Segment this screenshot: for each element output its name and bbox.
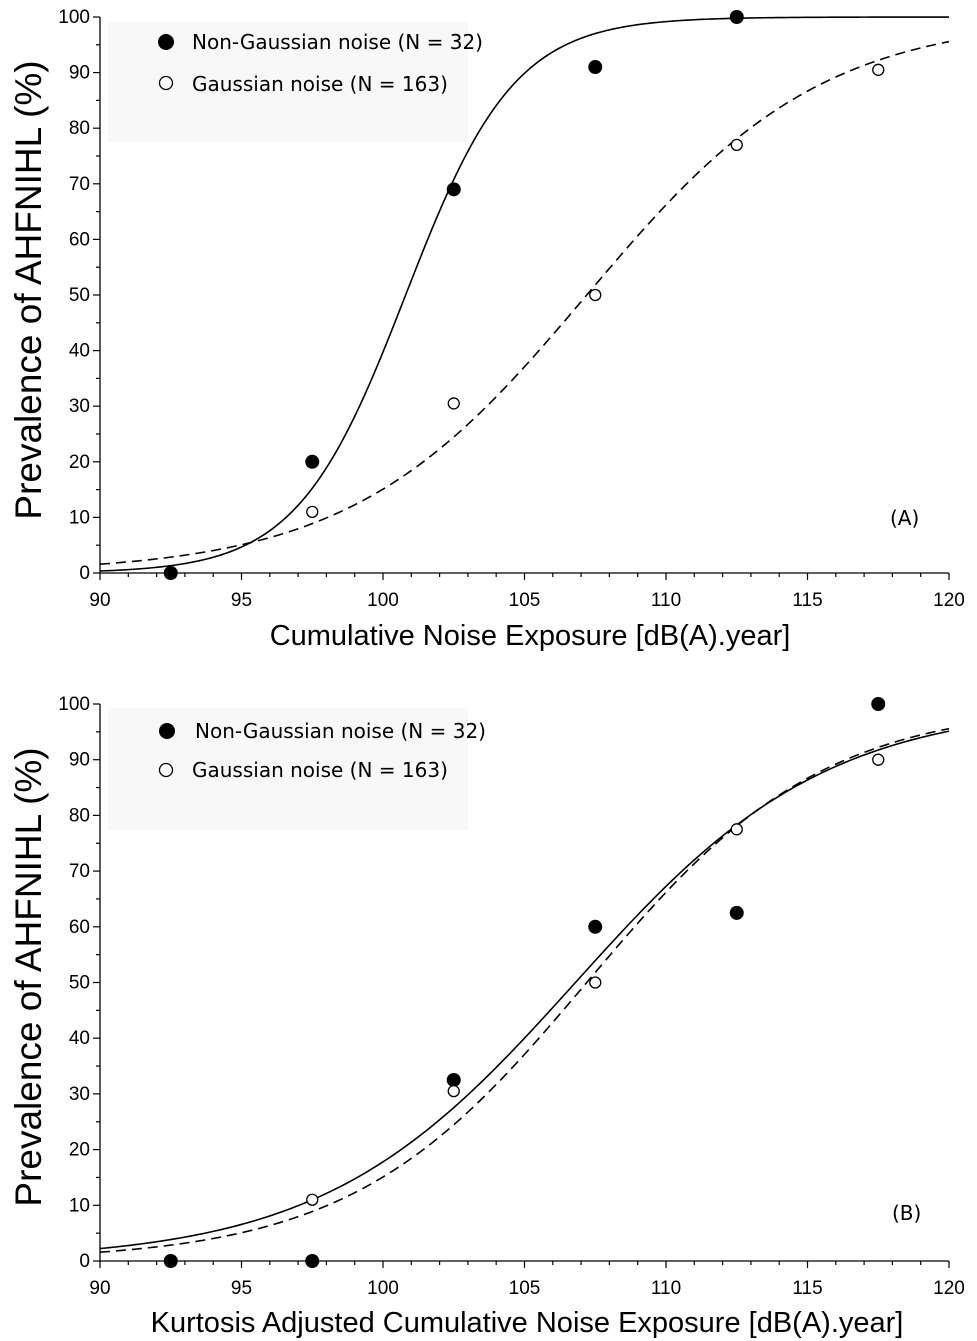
x-tick-label: 95: [231, 1278, 252, 1299]
x-tick-label: 100: [367, 1278, 399, 1299]
x-tick-label: 105: [509, 1278, 541, 1299]
y-tick-label: 100: [58, 694, 90, 715]
axes: 0 10 20 30 40 50 60 70 80 90 100 90 95 100 105 110 115 12…: [58, 694, 965, 1299]
data-point-non-gaussian: [163, 566, 178, 580]
legend-marker-non-gaussian: [159, 723, 175, 739]
fit-curves: [99, 727, 950, 1253]
axes: 0 10 20 30 40 50 60 70 80 90 100 90 95 100 105 110 115 12…: [58, 7, 965, 611]
fit-curve-non-gaussian: [99, 730, 950, 1250]
y-tick-label: 60: [69, 917, 90, 938]
chart-panel-b: 0 10 20 30 40 50 60 70 80 90 100 90 95 100 105 110 115 12…: [8, 694, 965, 1339]
data-point-non-gaussian: [305, 454, 320, 469]
x-tick-label: 115: [792, 590, 822, 611]
data-point-gaussian: [730, 823, 743, 836]
panel-label: (A): [890, 506, 919, 530]
x-axis-title: Kurtosis Adjusted Cumulative Noise Expos…: [151, 1307, 904, 1339]
y-tick-label: 90: [69, 750, 90, 771]
data-point-non-gaussian: [163, 1254, 178, 1268]
data-point-gaussian: [589, 288, 602, 302]
data-point-non-gaussian: [729, 905, 744, 920]
y-tick-label: 50: [69, 285, 90, 306]
y-tick-label: 80: [69, 118, 90, 139]
data-point-gaussian: [589, 976, 602, 989]
legend-marker-gaussian: [158, 762, 174, 778]
y-tick-label: 50: [69, 973, 90, 994]
legend-label-non-gaussian: Non-Gaussian noise (N = 32): [192, 30, 483, 54]
data-point-non-gaussian: [588, 919, 603, 934]
x-tick-label: 100: [367, 590, 399, 611]
data-point-gaussian: [306, 1193, 319, 1206]
y-tick-label: 40: [69, 341, 90, 362]
chart-panel-a: 0 10 20 30 40 50 60 70 80 90 100 90 95 100 105 110 115 12…: [8, 7, 965, 652]
y-tick-label: 70: [69, 174, 90, 195]
data-point-gaussian: [447, 397, 460, 410]
x-tick-label: 110: [651, 590, 681, 611]
fit-curve-non-gaussian: [99, 16, 949, 572]
x-axis-title: Cumulative Noise Exposure [dB(A).year]: [270, 620, 791, 652]
legend-marker-non-gaussian: [158, 34, 174, 50]
legend-label-non-gaussian: Non-Gaussian noise (N = 32): [195, 719, 486, 743]
x-tick-label: 90: [89, 1278, 110, 1299]
legend: Non-Gaussian noise (N = 32) Gaussian noi…: [158, 719, 486, 782]
y-tick-label: 40: [69, 1028, 90, 1049]
data-point-non-gaussian: [729, 10, 744, 24]
y-tick-label: 20: [69, 1140, 90, 1161]
fit-curve-gaussian: [99, 40, 950, 565]
y-tick-label: 30: [69, 1084, 90, 1105]
data-points: [163, 697, 886, 1268]
y-tick-label: 60: [69, 229, 90, 250]
y-tick-label: 100: [58, 7, 90, 28]
data-points: [163, 10, 885, 580]
panel-label: (B): [892, 1201, 921, 1225]
legend-marker-gaussian: [158, 75, 174, 91]
data-point-non-gaussian: [871, 697, 886, 711]
legend: Non-Gaussian noise (N = 32) Gaussian noi…: [158, 30, 483, 96]
y-axis-title: Prevalence of AHFNIHL (%): [8, 60, 49, 519]
legend-label-gaussian: Gaussian noise (N = 163): [192, 758, 448, 782]
y-tick-label: 10: [69, 507, 90, 528]
x-tick-label: 115: [792, 1278, 822, 1299]
data-point-non-gaussian: [446, 182, 461, 197]
x-tick-label: 120: [933, 590, 965, 611]
y-tick-label: 70: [69, 861, 90, 882]
fit-curves: [99, 16, 950, 572]
x-tick-label: 105: [509, 590, 541, 611]
data-point-non-gaussian: [588, 60, 603, 75]
y-axis-title: Prevalence of AHFNIHL (%): [8, 747, 49, 1206]
y-tick-label: 10: [69, 1195, 90, 1216]
y-tick-label: 30: [69, 396, 90, 417]
data-point-non-gaussian: [446, 1072, 461, 1087]
y-tick-label: 0: [79, 1251, 90, 1272]
data-point-gaussian: [306, 505, 319, 518]
data-point-gaussian: [872, 753, 885, 766]
x-tick-label: 120: [933, 1278, 965, 1299]
x-tick-label: 90: [89, 590, 110, 611]
y-tick-label: 80: [69, 805, 90, 826]
fit-curve-gaussian: [99, 727, 950, 1253]
data-point-non-gaussian: [305, 1254, 320, 1268]
x-tick-label: 95: [231, 590, 252, 611]
x-tick-label: 110: [651, 1278, 681, 1299]
data-point-gaussian: [730, 138, 743, 152]
y-tick-label: 0: [79, 563, 90, 584]
y-tick-label: 90: [69, 63, 90, 84]
data-point-gaussian: [872, 63, 885, 76]
y-tick-label: 20: [69, 452, 90, 473]
legend-label-gaussian: Gaussian noise (N = 163): [192, 72, 448, 96]
data-point-gaussian: [447, 1084, 460, 1098]
